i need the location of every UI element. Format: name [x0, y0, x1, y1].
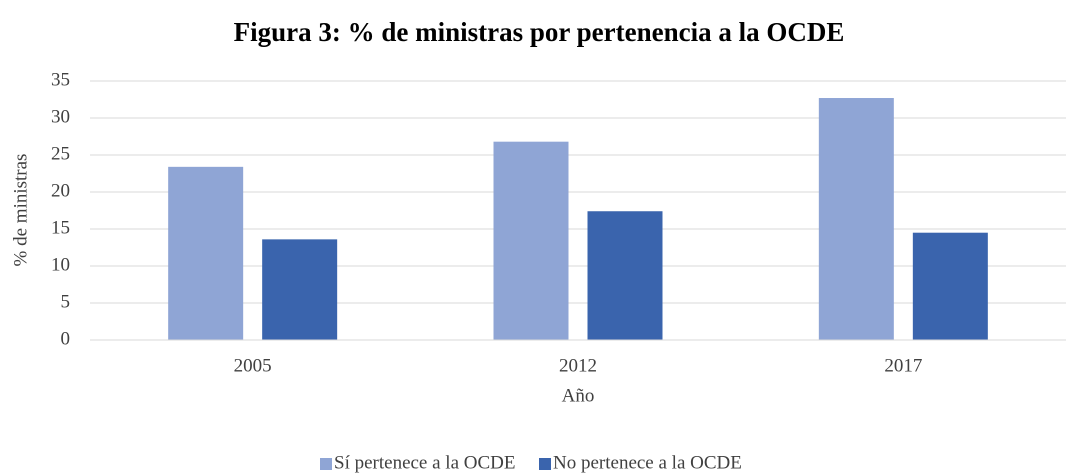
- bar: [912, 232, 988, 340]
- bar: [587, 211, 663, 340]
- y-tick-label: 20: [51, 180, 70, 201]
- legend-swatch: [320, 458, 332, 470]
- y-tick-label: 35: [51, 69, 70, 90]
- legend-swatch: [539, 458, 551, 470]
- x-tick-label: 2005: [234, 355, 272, 376]
- chart-title: Figura 3: % de ministras por pertenencia…: [234, 17, 845, 47]
- legend-label: Sí pertenece a la OCDE: [334, 452, 515, 473]
- bar: [168, 166, 244, 340]
- y-axis-label: % de ministras: [10, 154, 31, 267]
- bar: [493, 141, 569, 340]
- y-tick-label: 25: [51, 143, 70, 164]
- x-tick-label: 2012: [559, 355, 597, 376]
- bar: [818, 98, 894, 341]
- bar: [262, 239, 338, 340]
- y-tick-label: 15: [51, 217, 70, 238]
- x-axis-label: Año: [562, 385, 595, 406]
- legend-label: No pertenece a la OCDE: [553, 452, 742, 473]
- x-tick-label: 2017: [884, 355, 922, 376]
- y-tick-label: 5: [61, 291, 71, 312]
- y-tick-label: 0: [61, 328, 71, 349]
- y-tick-label: 10: [51, 254, 70, 275]
- y-tick-label: 30: [51, 106, 70, 127]
